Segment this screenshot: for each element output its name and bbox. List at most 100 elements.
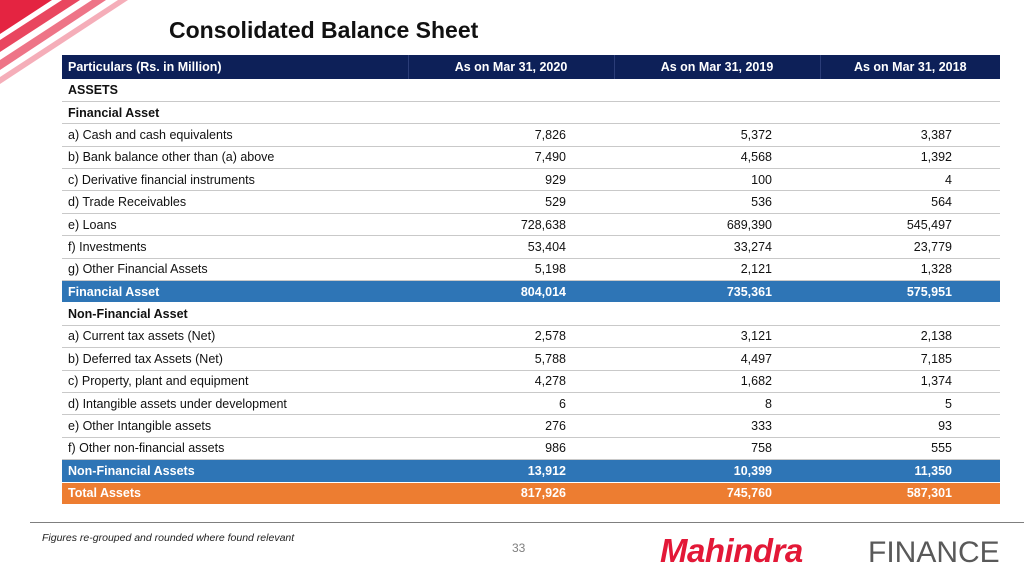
fy2020-value: 986 xyxy=(408,437,614,461)
fy2020-value: 4,278 xyxy=(408,370,614,393)
fy2018-value: 575,951 xyxy=(820,280,1000,304)
fy2018-value: 1,328 xyxy=(820,258,1000,282)
particulars-cell: g) Other Financial Assets xyxy=(62,258,408,282)
fy2019-value: 689,390 xyxy=(614,213,820,237)
fy2019-value xyxy=(614,302,820,326)
fy2020-value: 817,926 xyxy=(408,482,614,505)
mahindra-finance-logo: Mahindra FINANCE xyxy=(660,532,1000,568)
table-row: a) Current tax assets (Net) 2,578 3,121 2,1… xyxy=(62,325,1000,349)
table-row: d) Intangible assets under development 6 8… xyxy=(62,392,1000,416)
fy2020-value: 929 xyxy=(408,168,614,192)
fy2019-value: 5,372 xyxy=(614,123,820,147)
particulars-cell: e) Loans xyxy=(62,213,408,237)
fy2018-value: 11,350 xyxy=(820,459,1000,483)
logo-suffix-text: FINANCE xyxy=(868,536,1000,568)
fy2018-value: 93 xyxy=(820,414,1000,438)
particulars-cell: Total Assets xyxy=(62,482,408,505)
table-row: e) Other Intangible assets 276 333 93 xyxy=(62,414,1000,438)
table-row: b) Bank balance other than (a) above 7,49… xyxy=(62,146,1000,170)
fy2019-value: 1,682 xyxy=(614,370,820,393)
subtotal-row: Non-Financial Assets 13,912 10,399 11,350 xyxy=(62,459,1000,483)
particulars-cell: c) Derivative financial instruments xyxy=(62,168,408,192)
particulars-cell: ASSETS xyxy=(62,79,408,102)
fy2019-value: 735,361 xyxy=(614,280,820,304)
fy2019-value: 2,121 xyxy=(614,258,820,282)
table-row: e) Loans 728,638 689,390 545,497 xyxy=(62,213,1000,237)
table-row: c) Derivative financial instruments 929 10… xyxy=(62,168,1000,192)
particulars-cell: d) Trade Receivables xyxy=(62,190,408,214)
page-number: 33 xyxy=(512,541,526,555)
table-row: g) Other Financial Assets 5,198 2,121 1,328 xyxy=(62,258,1000,282)
fy2020-value xyxy=(408,79,614,102)
particulars-cell: e) Other Intangible assets xyxy=(62,414,408,438)
section-row: ASSETS xyxy=(62,79,1000,102)
fy2018-value xyxy=(820,79,1000,102)
fy2018-value: 7,185 xyxy=(820,347,1000,371)
fy2020-value: 5,198 xyxy=(408,258,614,282)
footer-divider xyxy=(30,522,1024,523)
fy2018-value xyxy=(820,302,1000,326)
header-particulars: Particulars (Rs. in Million) xyxy=(62,55,408,79)
fy2018-value: 587,301 xyxy=(820,482,1000,505)
subtotal-row: Financial Asset 804,014 735,361 575,951 xyxy=(62,280,1000,304)
particulars-cell: b) Bank balance other than (a) above xyxy=(62,146,408,170)
fy2019-value: 33,274 xyxy=(614,235,820,259)
particulars-cell: a) Current tax assets (Net) xyxy=(62,325,408,349)
fy2019-value: 4,568 xyxy=(614,146,820,170)
fy2018-value: 1,374 xyxy=(820,370,1000,393)
fy2020-value xyxy=(408,101,614,125)
fy2020-value: 529 xyxy=(408,190,614,214)
particulars-cell: Non-Financial Assets xyxy=(62,459,408,483)
fy2020-value: 728,638 xyxy=(408,213,614,237)
particulars-cell: f) Other non-financial assets xyxy=(62,437,408,461)
fy2018-value: 23,779 xyxy=(820,235,1000,259)
fy2019-value xyxy=(614,101,820,125)
particulars-cell: Financial Asset xyxy=(62,280,408,304)
fy2018-value: 5 xyxy=(820,392,1000,416)
table-row: f) Investments 53,404 33,274 23,779 xyxy=(62,235,1000,259)
header-fy2018: As on Mar 31, 2018 xyxy=(819,55,1000,79)
corner-stripes-decoration xyxy=(0,0,128,84)
header-fy2020: As on Mar 31, 2020 xyxy=(407,55,614,79)
fy2019-value: 3,121 xyxy=(614,325,820,349)
fy2020-value: 7,826 xyxy=(408,123,614,147)
fy2020-value: 53,404 xyxy=(408,235,614,259)
fy2018-value xyxy=(820,101,1000,125)
header-fy2019: As on Mar 31, 2019 xyxy=(613,55,820,79)
fy2020-value: 804,014 xyxy=(408,280,614,304)
fy2019-value: 758 xyxy=(614,437,820,461)
total-row: Total Assets 817,926 745,760 587,301 xyxy=(62,482,1000,505)
fy2020-value: 7,490 xyxy=(408,146,614,170)
fy2020-value: 13,912 xyxy=(408,459,614,483)
particulars-cell: b) Deferred tax Assets (Net) xyxy=(62,347,408,371)
table-row: c) Property, plant and equipment 4,278 1,6… xyxy=(62,370,1000,393)
fy2020-value: 6 xyxy=(408,392,614,416)
particulars-cell: Non-Financial Asset xyxy=(62,302,408,326)
particulars-cell: f) Investments xyxy=(62,235,408,259)
fy2018-value: 564 xyxy=(820,190,1000,214)
fy2019-value: 536 xyxy=(614,190,820,214)
fy2018-value: 3,387 xyxy=(820,123,1000,147)
fy2020-value xyxy=(408,302,614,326)
fy2018-value: 4 xyxy=(820,168,1000,192)
section-row: Non-Financial Asset xyxy=(62,302,1000,326)
fy2018-value: 1,392 xyxy=(820,146,1000,170)
footnote: Figures re-grouped and rounded where fou… xyxy=(42,532,295,544)
table-header-row: Particulars (Rs. in Million) As on Mar 3… xyxy=(62,55,1000,79)
fy2020-value: 5,788 xyxy=(408,347,614,371)
particulars-cell: Financial Asset xyxy=(62,101,408,125)
fy2019-value: 4,497 xyxy=(614,347,820,371)
particulars-cell: a) Cash and cash equivalents xyxy=(62,123,408,147)
table-row: d) Trade Receivables 529 536 564 xyxy=(62,190,1000,214)
fy2019-value: 8 xyxy=(614,392,820,416)
particulars-cell: d) Intangible assets under development xyxy=(62,392,408,416)
table-row: b) Deferred tax Assets (Net) 5,788 4,497 7,… xyxy=(62,347,1000,371)
fy2018-value: 555 xyxy=(820,437,1000,461)
fy2019-value: 333 xyxy=(614,414,820,438)
fy2019-value: 10,399 xyxy=(614,459,820,483)
fy2020-value: 276 xyxy=(408,414,614,438)
logo-brand-text: Mahindra xyxy=(660,532,803,568)
table-row: f) Other non-financial assets 986 758 555 xyxy=(62,437,1000,461)
fy2019-value xyxy=(614,79,820,102)
fy2020-value: 2,578 xyxy=(408,325,614,349)
